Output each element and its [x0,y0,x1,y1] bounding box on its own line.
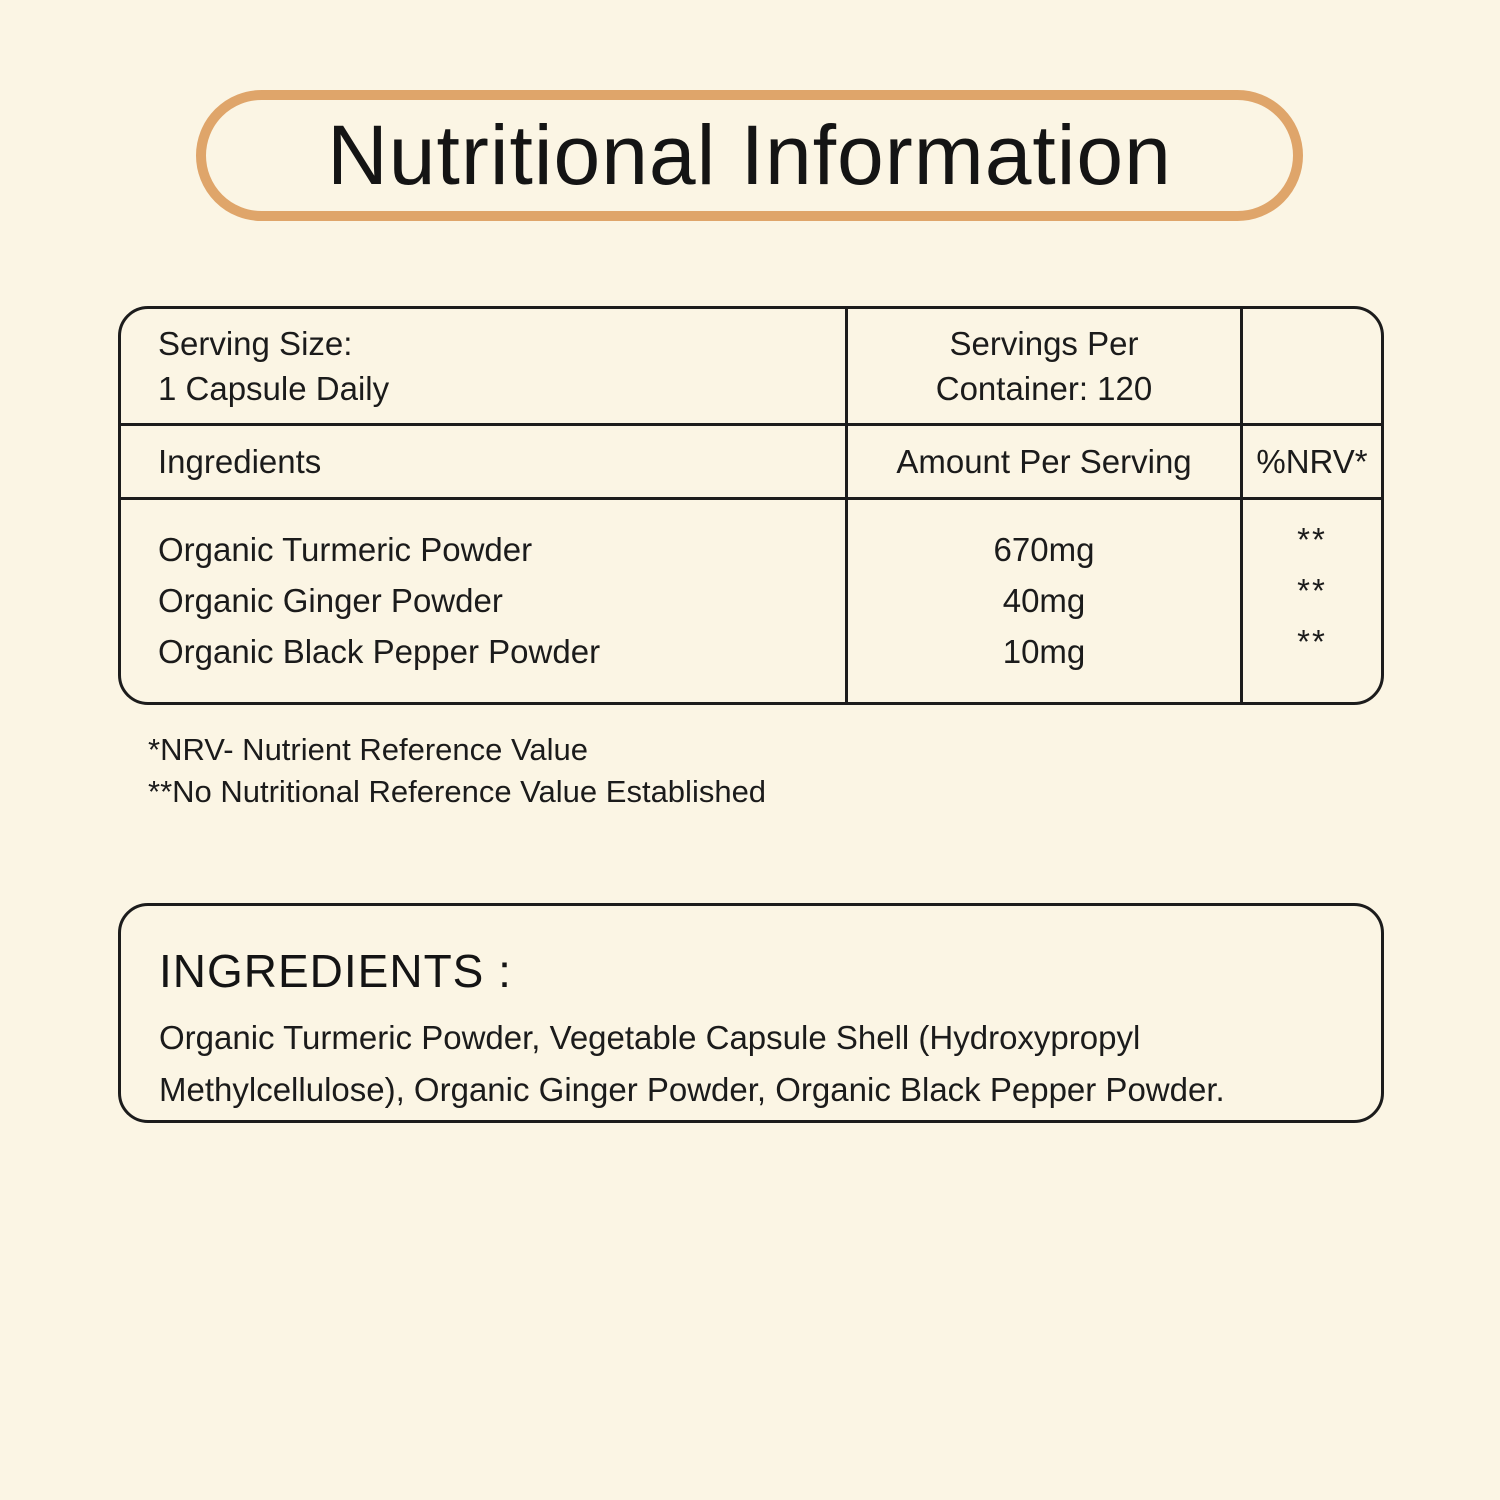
footnote-nrv: *NRV- Nutrient Reference Value [148,732,588,767]
ingredients-list-text: Organic Turmeric Powder, Vegetable Capsu… [159,1019,1225,1108]
ingredients-heading: INGREDIENTS : [159,945,512,997]
ingredient-nrv-cell: ** ** ** [1243,500,1381,702]
ingredient-nrv: ** [1297,623,1327,660]
ingredient-nrv: ** [1297,572,1327,609]
serving-size-cell: Serving Size: 1 Capsule Daily [121,309,848,426]
amount-column-header: Amount Per Serving [848,426,1243,500]
footnote-no-nrv-established: **No Nutritional Reference Value Establi… [148,774,767,809]
servings-per-line2: Container: 120 [935,370,1153,407]
serving-size-value: 1 Capsule Daily [158,370,390,407]
page-title: Nutritional Information [327,108,1172,202]
ingredients-box: INGREDIENTS : Organic Turmeric Powder, V… [118,903,1384,1123]
ingredient-name: Organic Ginger Powder [158,582,503,619]
title-pill: Nutritional Information [196,90,1303,221]
ingredient-name: Organic Black Pepper Powder [158,633,601,670]
amount-header-label: Amount Per Serving [896,443,1192,480]
footnotes: *NRV- Nutrient Reference Value **No Nutr… [148,729,766,813]
serving-size-label: Serving Size: [158,325,353,362]
ingredients-column-header: Ingredients [121,426,848,500]
ingredient-amount: 40mg [1002,582,1086,619]
nrv-column-header: %NRV* [1243,426,1381,500]
ingredient-amounts-cell: 670mg 40mg 10mg [848,500,1243,702]
servings-per-container-cell: Servings Per Container: 120 [848,309,1243,426]
ingredient-name: Organic Turmeric Powder [158,531,533,568]
servings-per-line1: Servings Per [949,325,1139,362]
ingredient-nrv: ** [1297,521,1327,558]
ingredients-header-label: Ingredients [158,443,322,480]
nrv-header-label: %NRV* [1256,443,1368,480]
ingredient-amount: 670mg [993,531,1095,568]
ingredient-amount: 10mg [1002,633,1086,670]
ingredient-names-cell: Organic Turmeric Powder Organic Ginger P… [121,500,848,702]
empty-header-cell [1243,309,1381,426]
nutrition-table: Serving Size: 1 Capsule Daily Servings P… [118,306,1384,705]
